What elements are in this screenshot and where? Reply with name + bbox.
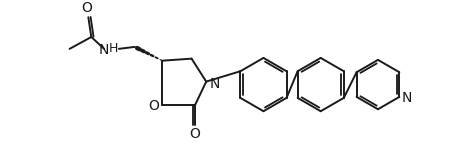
Text: O: O xyxy=(81,1,92,15)
Text: O: O xyxy=(148,99,159,113)
Text: N: N xyxy=(98,43,109,57)
Text: H: H xyxy=(108,42,117,55)
Text: N: N xyxy=(401,91,411,105)
Text: N: N xyxy=(209,77,220,91)
Text: O: O xyxy=(189,127,200,141)
